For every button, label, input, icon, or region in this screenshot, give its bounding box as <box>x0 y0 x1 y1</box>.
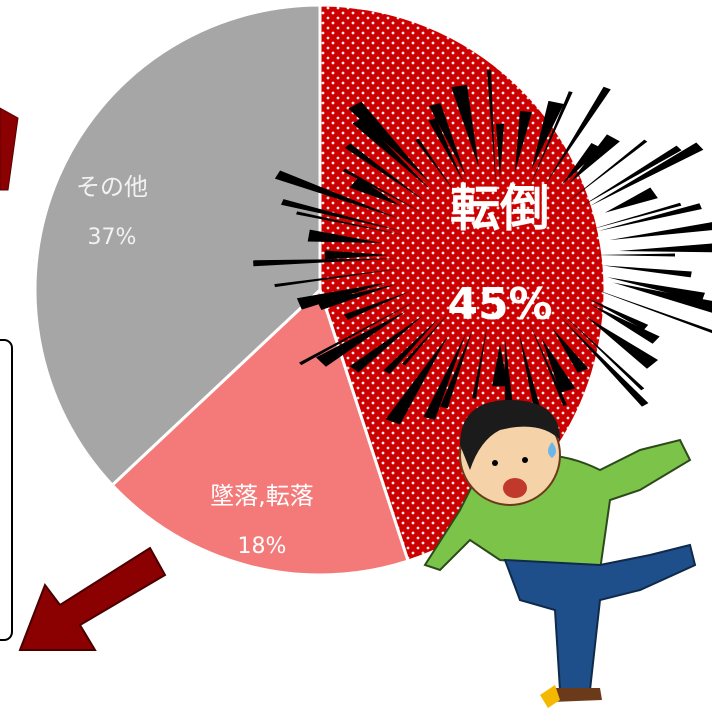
value-label: 18% <box>238 534 287 559</box>
box-outline <box>0 340 12 640</box>
speed-line <box>602 265 692 277</box>
value-label: 37% <box>88 225 137 250</box>
arrow <box>20 548 165 650</box>
speed-line <box>619 241 712 253</box>
speed-line <box>589 203 681 230</box>
speed-line <box>570 134 620 182</box>
category-label: 転倒 <box>450 180 550 238</box>
chart: 転倒 45% 墜落,転落 18% その他 37% <box>0 0 712 720</box>
category-label: その他 <box>76 173 148 201</box>
arrow <box>0 108 18 190</box>
category-label: 墜落,転落 <box>210 482 314 510</box>
speed-line <box>609 220 712 240</box>
person-illustration <box>425 400 695 708</box>
speed-line <box>605 188 658 213</box>
speed-line <box>595 254 675 257</box>
value-label: 45% <box>447 279 552 330</box>
